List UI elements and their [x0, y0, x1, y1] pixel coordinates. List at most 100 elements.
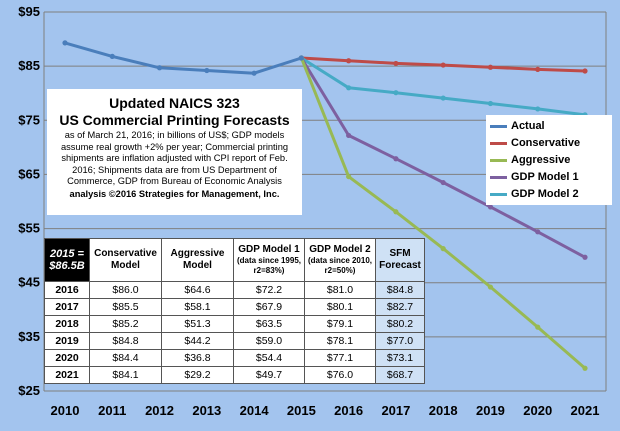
data-point-actual	[109, 53, 115, 59]
x-tick-label: 2010	[51, 403, 80, 418]
header-main-text: Conservative Model	[94, 248, 157, 271]
table-corner-cell: 2015 = $86.5B	[44, 238, 90, 282]
table-value-cell: $64.6	[161, 281, 234, 299]
x-tick-label: 2015	[287, 403, 316, 418]
data-point-aggressive	[582, 365, 588, 371]
table-value-cell: $58.1	[161, 298, 234, 316]
data-point-actual	[156, 65, 163, 71]
header-main-text: GDP Model 1	[238, 244, 300, 255]
data-point-gdp-model-2	[487, 100, 494, 107]
legend-label-gdp-model-1: GDP Model 1	[511, 171, 579, 183]
table-value-cell: $80.1	[304, 298, 376, 316]
data-point-gdp-model-2	[440, 95, 446, 101]
table-header-aggressive: Aggressive Model	[161, 238, 234, 282]
x-tick-label: 2011	[98, 403, 126, 418]
x-tick-label: 2017	[381, 403, 410, 418]
x-tick-label: 2019	[476, 403, 505, 418]
table-value-cell: $84.8	[89, 332, 162, 350]
y-tick-label: $75	[18, 112, 40, 127]
data-point-gdp-model-1	[582, 254, 588, 260]
x-tick-label: 2018	[429, 403, 458, 418]
table-row: 2016 $86.0 $64.6 $72.2 $81.0 $84.8	[44, 281, 425, 299]
legend-swatch-actual	[490, 125, 507, 128]
x-tick-label: 2013	[192, 403, 221, 418]
table-header-sfm-forecast: SFM Forecast	[375, 238, 425, 282]
table-row: 2017 $85.5 $58.1 $67.9 $80.1 $82.7	[44, 298, 425, 316]
table-year-cell: 2017	[44, 298, 90, 316]
data-point-gdp-model-1	[346, 132, 352, 139]
data-point-gdp-model-1	[487, 204, 494, 210]
data-point-aggressive	[535, 324, 541, 330]
data-point-aggressive	[393, 209, 399, 215]
table-row: 2020 $84.4 $36.8 $54.4 $77.1 $73.1	[44, 349, 425, 367]
table-value-cell: $84.8	[375, 281, 425, 299]
table-value-cell: $44.2	[161, 332, 234, 350]
header-sub-text: (data since 1995, r2=83%)	[236, 256, 302, 275]
table-body: 2016 $86.0 $64.6 $72.2 $81.0 $84.8 2017 $85.5 $5…	[44, 281, 425, 384]
table-header-conservative: Conservative Model	[89, 238, 162, 282]
legend-item-gdp-model-2: GDP Model 2	[486, 186, 612, 202]
table-value-cell: $85.5	[89, 298, 162, 316]
table-year-cell: 2019	[44, 332, 90, 350]
table-row: 2019 $84.8 $44.2 $59.0 $78.1 $77.0	[44, 332, 425, 350]
x-tick-label: 2016	[334, 403, 363, 418]
data-point-aggressive	[487, 284, 494, 290]
table-value-cell: $29.2	[161, 366, 234, 384]
table-value-cell: $86.0	[89, 281, 162, 299]
table-value-cell: $82.7	[375, 298, 425, 316]
data-point-conservative	[346, 58, 352, 64]
data-point-conservative	[487, 64, 494, 70]
y-tick-label: $55	[18, 221, 40, 236]
table-value-cell: $84.1	[89, 366, 162, 384]
table-row: 2021 $84.1 $29.2 $49.7 $76.0 $68.7	[44, 366, 425, 384]
table-value-cell: $76.0	[304, 366, 376, 384]
data-point-gdp-model-1	[393, 156, 399, 162]
table-value-cell: $77.0	[375, 332, 425, 350]
table-value-cell: $79.1	[304, 315, 376, 333]
series-line-actual	[64, 41, 302, 75]
legend: Actual Conservative Aggressive GDP Model…	[486, 115, 612, 205]
y-tick-label: $95	[18, 4, 40, 19]
chart-title-line-2: US Commercial Printing Forecasts	[59, 112, 290, 128]
table-value-cell: $49.7	[233, 366, 305, 384]
x-tick-label: 2021	[571, 403, 600, 418]
data-point-gdp-model-2	[393, 90, 399, 96]
table-value-cell: $80.2	[375, 315, 425, 333]
legend-label-conservative: Conservative	[511, 137, 581, 149]
header-sub-text: (data since 2010, r2=50%)	[307, 256, 373, 275]
data-point-actual	[62, 40, 68, 46]
data-point-conservative	[393, 60, 399, 67]
axes: $25 $35 $45 $55 $65 $75 $85 $95 2010 2011 2012 2013…	[18, 4, 607, 418]
data-point-actual	[204, 67, 210, 74]
table-value-cell: $85.2	[89, 315, 162, 333]
table-row: 2018 $85.2 $51.3 $63.5 $79.1 $80.2	[44, 315, 425, 333]
x-tick-label: 2012	[145, 403, 174, 418]
data-point-conservative	[440, 62, 446, 68]
table-value-cell: $72.2	[233, 281, 305, 299]
table-year-cell: 2020	[44, 349, 90, 367]
chart-copyright: analysis ©2016 Strategies for Management…	[69, 188, 280, 199]
legend-label-gdp-model-2: GDP Model 2	[511, 188, 579, 200]
chart-title-box: Updated NAICS 323 US Commercial Printing…	[47, 89, 302, 215]
table-value-cell: $81.0	[304, 281, 376, 299]
header-main-text: SFM Forecast	[379, 248, 421, 271]
legend-swatch-conservative	[490, 142, 507, 145]
legend-item-gdp-model-1: GDP Model 1	[486, 169, 612, 185]
data-point-conservative	[582, 68, 588, 74]
data-point-aggressive	[346, 173, 352, 180]
forecast-table: 2015 = $86.5B Conservative Model Aggress…	[44, 238, 425, 384]
x-tick-label: 2020	[523, 403, 552, 418]
y-tick-label: $35	[18, 329, 40, 344]
legend-item-actual: Actual	[486, 118, 612, 134]
table-value-cell: $84.4	[89, 349, 162, 367]
table-year-cell: 2021	[44, 366, 90, 384]
data-point-actual	[251, 70, 257, 76]
y-tick-label: $85	[18, 58, 40, 73]
y-tick-label: $65	[18, 166, 40, 181]
table-value-cell: $59.0	[233, 332, 305, 350]
y-tick-label: $45	[18, 275, 40, 290]
legend-swatch-gdp-model-2	[490, 193, 507, 196]
chart-title-line-1: Updated NAICS 323	[109, 95, 240, 111]
legend-swatch-aggressive	[490, 159, 507, 162]
